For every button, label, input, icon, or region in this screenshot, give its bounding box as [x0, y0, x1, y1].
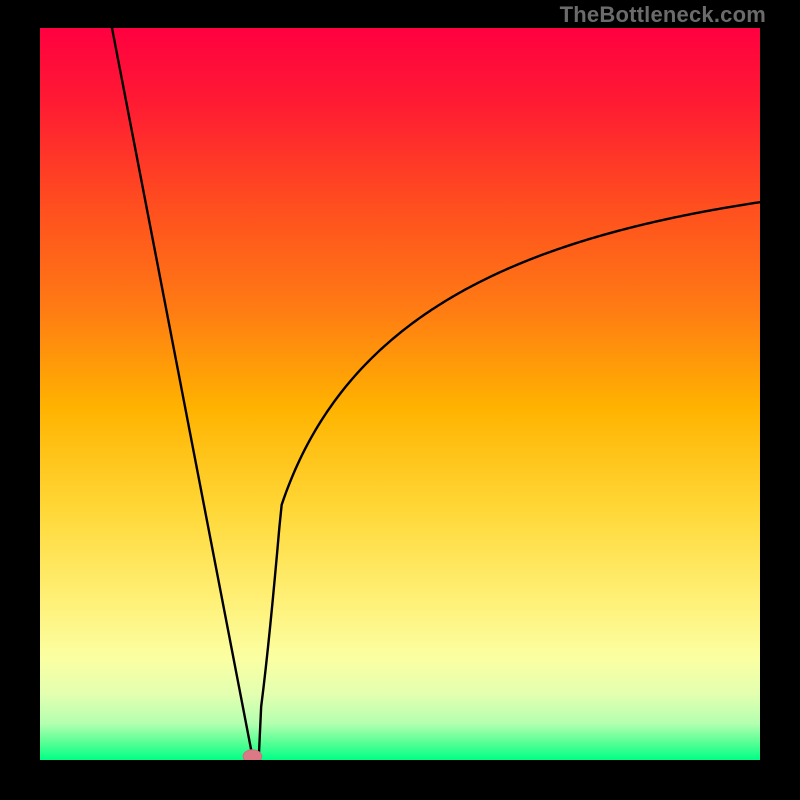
- watermark-text: TheBottleneck.com: [560, 2, 766, 28]
- gradient-background: [40, 28, 760, 760]
- chart-frame: TheBottleneck.com: [0, 0, 800, 800]
- bottleneck-chart: [0, 0, 800, 800]
